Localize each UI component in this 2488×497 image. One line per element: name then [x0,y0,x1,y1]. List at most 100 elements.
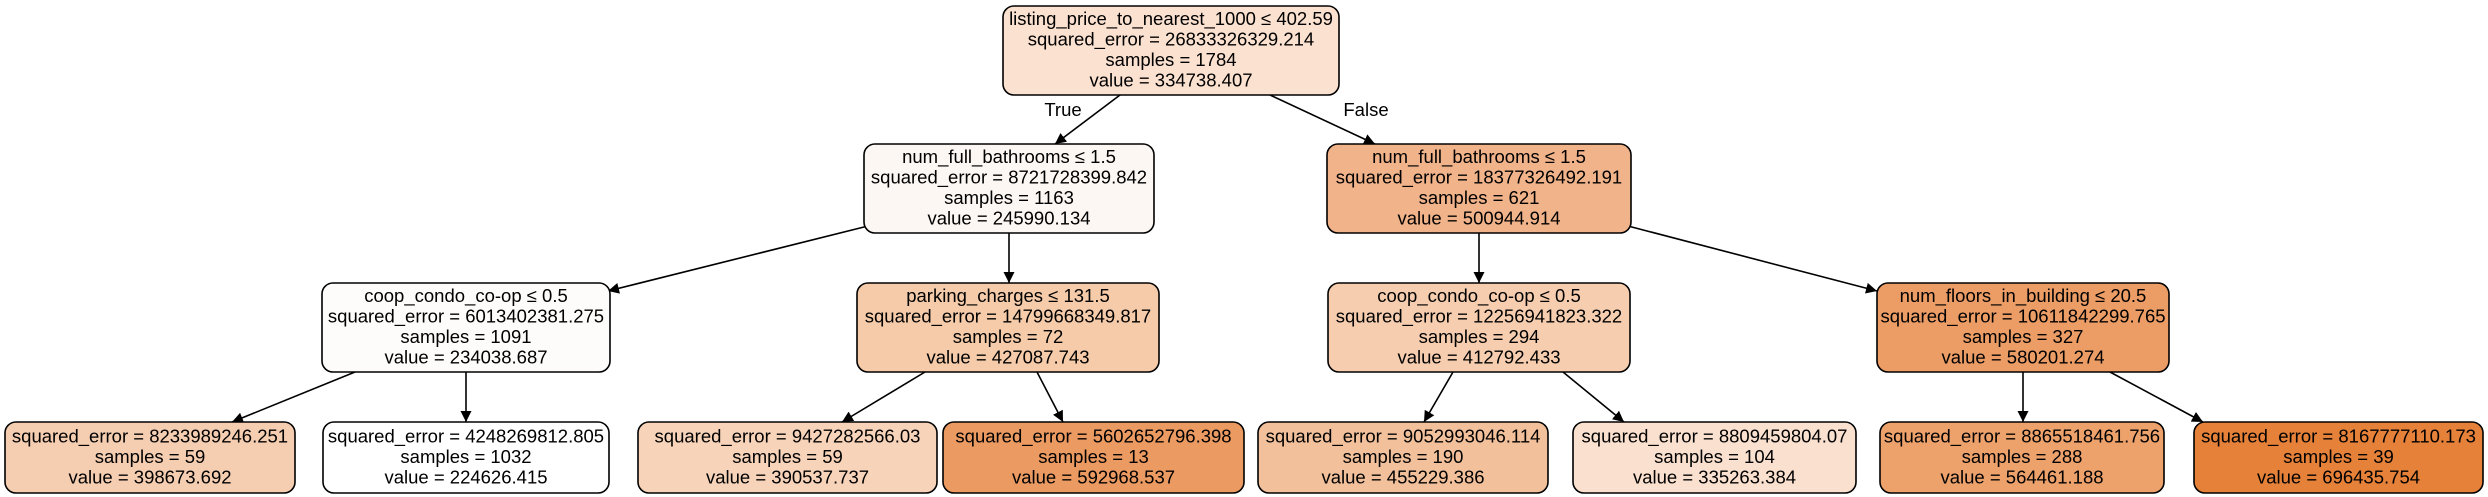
edge-arrow [1627,225,1878,294]
node-value: value = 500944.914 [1397,208,1560,229]
tree-edge [1423,371,1454,423]
node-box [856,282,1160,373]
node-value: value = 580201.274 [1941,347,2104,368]
node-box [1257,421,1549,494]
node-value: value = 224626.415 [384,466,547,487]
node-samples: samples = 59 [732,446,843,467]
node-value: value = 245990.134 [927,208,1090,229]
tree-edge [1562,371,1625,423]
node-squared-error: squared_error = 6013402381.275 [328,306,604,328]
tree-edge [1036,371,1064,423]
node-value: value = 564461.188 [1940,466,2103,487]
node-box [322,421,610,494]
node-value: value = 234038.687 [384,347,547,368]
node-split-condition: num_floors_in_building ≤ 20.5 [1900,285,2147,307]
node-split-condition: coop_condo_co-op ≤ 0.5 [364,285,568,307]
node-samples: samples = 327 [1963,326,2084,347]
edge-arrow [607,225,869,294]
node-samples: samples = 1784 [1105,49,1236,70]
split-node: listing_price_to_nearest_1000 ≤ 402.59sq… [1002,5,1340,96]
node-samples: samples = 190 [1343,446,1464,467]
node-value: value = 696435.754 [2257,466,2420,487]
node-value: value = 427087.743 [926,347,1089,368]
node-samples: samples = 59 [95,446,206,467]
node-box [863,143,1155,234]
edge-arrow [2109,371,2204,423]
node-split-condition: listing_price_to_nearest_1000 ≤ 402.59 [1009,8,1333,30]
edge-arrow [841,371,926,423]
node-box [4,421,296,494]
node-samples: samples = 1163 [944,187,1074,208]
node-squared-error: squared_error = 26833326329.214 [1028,29,1314,51]
tree-edge [607,225,869,294]
edge-arrow [1054,94,1121,145]
tree-edge [2109,371,2204,423]
split-node: num_floors_in_building ≤ 20.5squared_err… [1876,282,2170,373]
edge-label-true: True [1044,99,1081,120]
node-value: value = 390537.737 [706,466,869,487]
node-squared-error: squared_error = 10611842299.765 [1880,306,2165,328]
node-box [321,282,611,373]
node-samples: samples = 39 [2283,446,2394,467]
node-samples: samples = 288 [1962,446,2083,467]
edge-arrow [1036,371,1064,423]
node-samples: samples = 1091 [400,326,531,347]
node-samples: samples = 104 [1654,446,1775,467]
node-squared-error: squared_error = 8167777110.173 [2201,425,2476,447]
node-box [1326,143,1632,234]
node-box [2193,421,2484,494]
node-samples: samples = 1032 [400,446,531,467]
node-box [1327,282,1631,373]
node-value: value = 412792.433 [1397,347,1560,368]
node-value: value = 335263.384 [1633,466,1796,487]
edge-arrow [1562,371,1625,423]
node-squared-error: squared_error = 14799668349.817 [865,306,1151,328]
node-squared-error: squared_error = 8865518461.756 [1884,425,2160,447]
node-squared-error: squared_error = 18377326492.191 [1336,167,1622,189]
tree-edge [1269,94,1376,145]
node-split-condition: num_full_bathrooms ≤ 1.5 [902,146,1116,168]
node-samples: samples = 294 [1419,326,1540,347]
node-value: value = 455229.386 [1321,466,1484,487]
node-box [637,421,938,494]
node-squared-error: squared_error = 12256941823.322 [1336,306,1622,328]
edge-arrow [231,371,356,423]
tree-edge [1627,225,1878,294]
node-squared-error: squared_error = 9052993046.114 [1266,425,1541,447]
tree-edge [1054,94,1121,145]
node-samples: samples = 72 [953,326,1064,347]
node-squared-error: squared_error = 9427282566.03 [655,425,921,447]
tree-edge [841,371,926,423]
tree-edge [231,371,356,423]
node-samples: samples = 621 [1419,187,1540,208]
node-box [1879,421,2165,494]
node-value: value = 592968.537 [1012,466,1175,487]
node-squared-error: squared_error = 8809459804.07 [1582,425,1848,447]
node-samples: samples = 13 [1038,446,1149,467]
node-box [1002,5,1340,96]
node-split-condition: num_full_bathrooms ≤ 1.5 [1372,146,1586,168]
edge-arrow [1269,94,1376,145]
node-split-condition: coop_condo_co-op ≤ 0.5 [1377,285,1581,307]
node-value: value = 398673.692 [68,466,231,487]
edge-label-false: False [1343,99,1388,120]
node-squared-error: squared_error = 5602652796.398 [955,425,1231,447]
edge-arrow [1423,371,1454,423]
node-squared-error: squared_error = 8233989246.251 [12,425,288,447]
node-box [1876,282,2170,373]
node-squared-error: squared_error = 4248269812.805 [328,425,604,447]
